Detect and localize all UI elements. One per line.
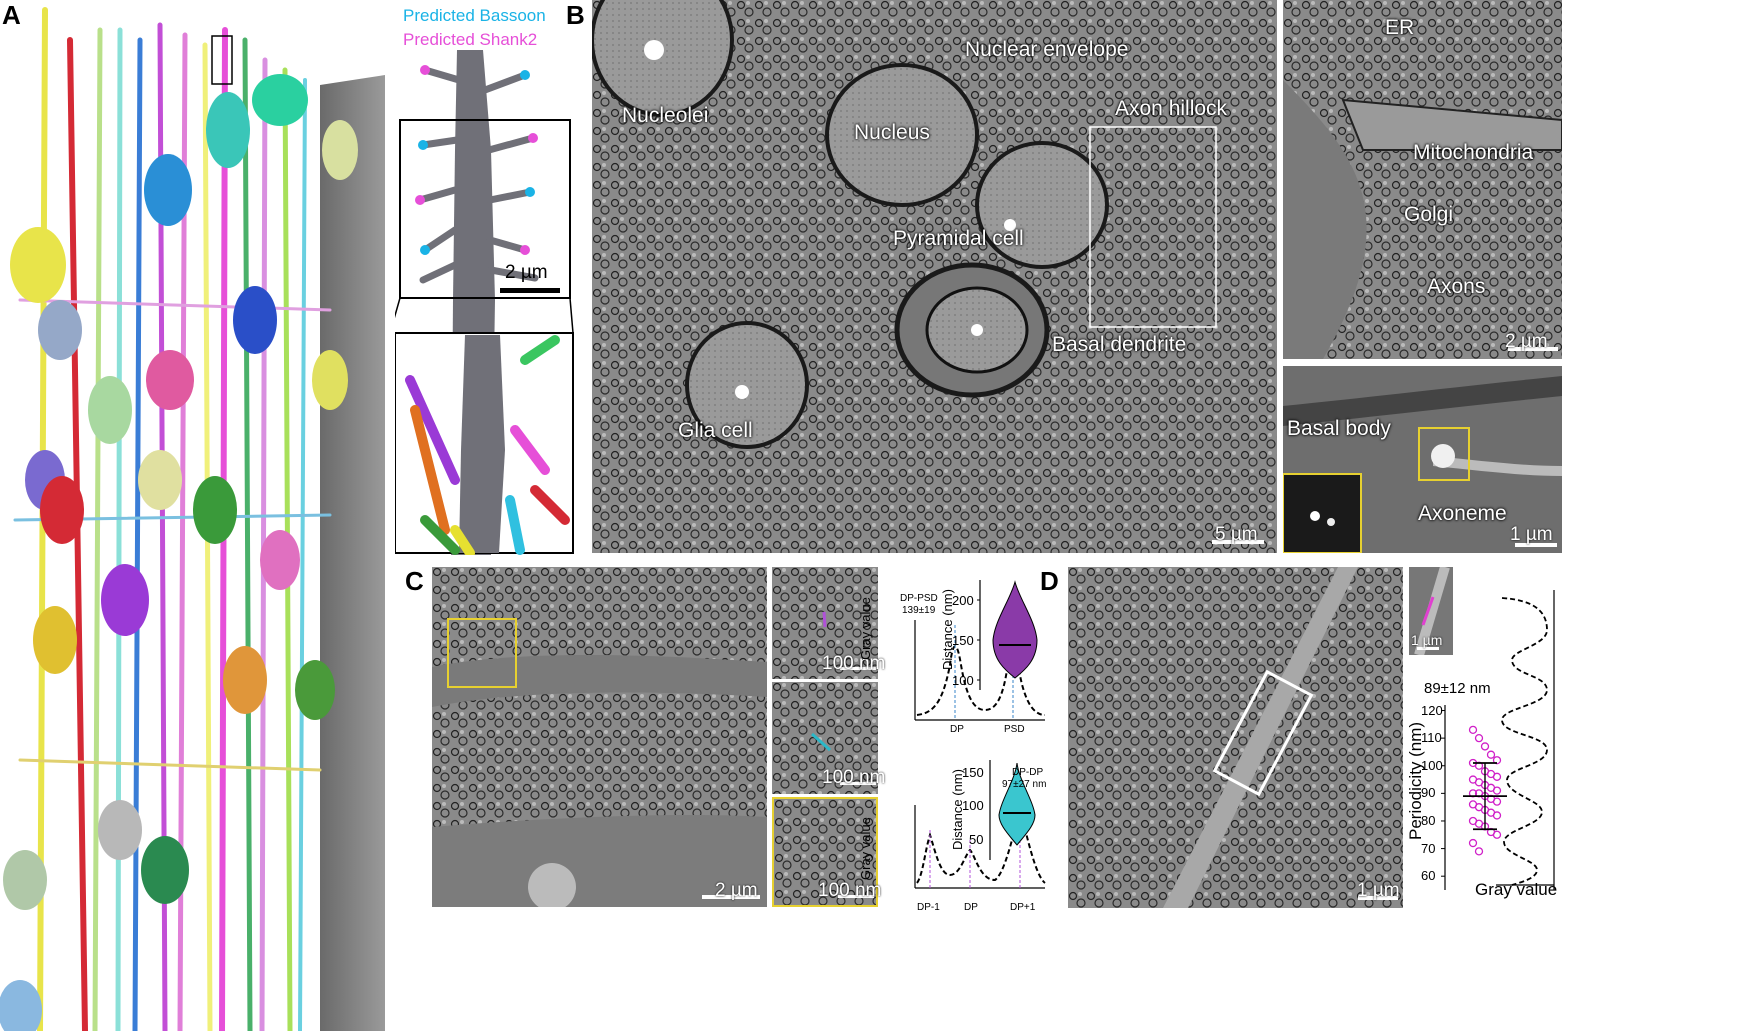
bottom-plot-ylabel: Gray value	[858, 817, 873, 880]
label-nucleolei: Nucleolei	[622, 104, 709, 127]
label-er: ER	[1385, 16, 1415, 39]
periodicity-point	[1480, 742, 1490, 751]
bottom-violin-tick-50: 50	[969, 832, 984, 847]
em-inset-bottom-right	[1283, 366, 1562, 553]
synapse-inset-1	[772, 567, 878, 679]
periodicity-tick-label: 60	[1421, 868, 1436, 884]
em-axon-image	[1068, 567, 1403, 908]
panel-label-c: C	[405, 566, 424, 596]
bottom-xtick-dp: DP	[964, 902, 978, 913]
profile-xlabel: Gray value	[1475, 880, 1558, 899]
axon-inset	[1409, 567, 1453, 655]
scale-bar-label-d-main: 1 µm	[1357, 880, 1400, 901]
top-violin-tick-100: 100	[952, 673, 974, 688]
periodicity-tick-label: 100	[1421, 757, 1443, 773]
zoom-box	[211, 35, 233, 85]
scale-bar-label-b-bottom: 1 µm	[1510, 524, 1553, 545]
periodicity-scatter-plot	[1441, 705, 1507, 890]
em-main-image	[592, 0, 1277, 553]
label-basal-dendrite: Basal dendrite	[1052, 333, 1187, 356]
label-nuclear-envelope: Nuclear envelope	[965, 38, 1129, 61]
panel-label-a: A	[2, 0, 21, 30]
scale-bar-label-b-main: 5 µm	[1215, 524, 1258, 545]
label-pyramidal-cell: Pyramidal cell	[893, 227, 1024, 250]
synapse-inset-3	[772, 797, 878, 907]
scale-bar-label-c-main: 2 µm	[715, 880, 758, 901]
periodicity-tick-label: 120	[1421, 702, 1443, 718]
top-xtick-dp: DP	[950, 724, 964, 735]
periodicity-mean-label: 89±12 nm	[1424, 680, 1491, 697]
em-inset-top-right	[1283, 0, 1562, 359]
periodicity-point	[1474, 733, 1484, 743]
annotation-dp-dp-line1: DP-DP	[1012, 767, 1044, 778]
scale-bar-label-b-top: 2 µm	[1505, 331, 1548, 352]
profile-plot-dp-dp	[895, 755, 1055, 905]
bottom-violin-tick-150: 150	[962, 765, 984, 780]
scale-bar-label-d-inset: 1 µm	[1411, 632, 1443, 648]
periodicity-point	[1474, 847, 1484, 856]
gray-value-profile	[1492, 590, 1562, 890]
periodicity-point	[1492, 797, 1502, 806]
profile-plot-dp-psd	[895, 570, 1055, 745]
zoom-box-axon-hillock	[1089, 126, 1217, 328]
periodicity-point	[1468, 725, 1478, 735]
label-golgi: Golgi	[1404, 203, 1454, 226]
top-xtick-psd: PSD	[1004, 724, 1025, 735]
legend-bassoon: Predicted Bassoon	[403, 6, 546, 25]
panel-label-b: B	[566, 0, 585, 30]
periodicity-point	[1492, 772, 1502, 781]
periodicity-tick-label: 70	[1421, 840, 1436, 856]
panel-label-d: D	[1040, 566, 1059, 596]
top-plot-ylabel: Gray value	[858, 597, 873, 660]
periodicity-point	[1468, 838, 1478, 848]
label-mitochondria: Mitochondria	[1413, 141, 1534, 164]
bottom-xtick-dp-plus1: DP+1	[1010, 902, 1036, 913]
bottom-xtick-dp-minus1: DP-1	[917, 902, 940, 913]
label-axon-hillock: Axon hillock	[1115, 97, 1228, 120]
bottom-violin-tick-100: 100	[962, 798, 984, 813]
scale-bar-label-c-inset2: 100 nm	[822, 767, 886, 788]
periodicity-tick-label: 110	[1421, 730, 1442, 746]
scale-bar-label-a: 2 µm	[505, 262, 548, 283]
label-axoneme: Axoneme	[1418, 502, 1507, 525]
top-violin-tick-200: 200	[952, 593, 974, 608]
label-nucleus: Nucleus	[854, 121, 930, 144]
synapse-inset-2	[772, 682, 878, 794]
periodicity-point	[1492, 786, 1502, 795]
annotation-dp-dp-line2: 97±27 nm	[1002, 779, 1047, 790]
periodicity-point	[1492, 830, 1502, 839]
neuron-reconstruction-image	[0, 7, 385, 1031]
scale-bar-label-c-inset3: 100 nm	[818, 880, 882, 901]
periodicity-tick-label: 80	[1421, 812, 1436, 828]
label-glia-cell: Glia cell	[678, 419, 753, 442]
periodicity-tick-label: 90	[1421, 785, 1436, 801]
em-synapse-image	[432, 567, 767, 907]
label-axons: Axons	[1427, 275, 1486, 298]
annotation-dp-psd-line2: 139±19	[902, 605, 936, 616]
periodicity-point	[1492, 811, 1502, 820]
dendrite-render	[395, 50, 575, 555]
annotation-dp-psd-line1: DP-PSD	[900, 593, 938, 604]
scale-bar-label-c-inset1: 100 nm	[822, 653, 886, 674]
label-basal-body: Basal body	[1287, 417, 1391, 440]
legend-shank2: Predicted Shank2	[403, 30, 538, 49]
neuron-reconstruction-render	[0, 0, 385, 1031]
periodicity-point	[1486, 750, 1496, 759]
top-violin-tick-150: 150	[952, 633, 974, 648]
